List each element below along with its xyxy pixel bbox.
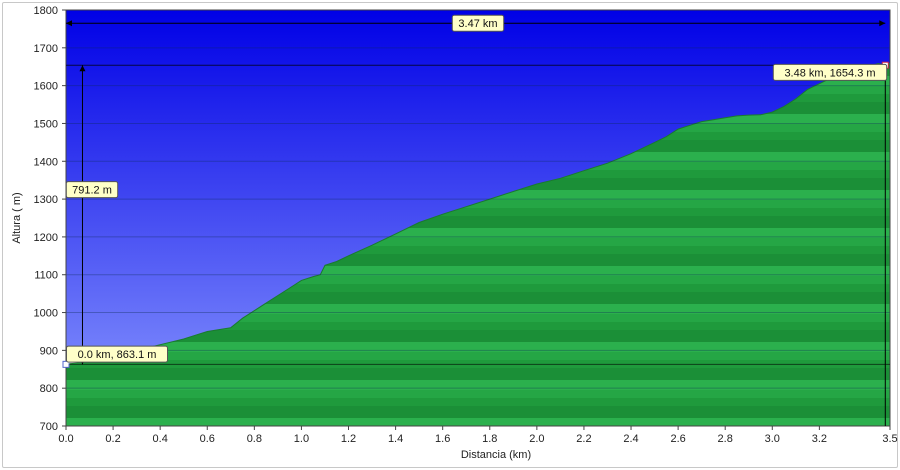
x-tick-label: 0.6 xyxy=(200,433,215,445)
distance-label: 3.47 km xyxy=(458,18,497,30)
start-point-label-box xyxy=(66,345,168,363)
x-tick-label: 0.2 xyxy=(105,433,120,445)
x-axis-title: Distancia (km) xyxy=(461,449,531,461)
y-tick-label: 1700 xyxy=(34,43,58,55)
distance-label-box xyxy=(451,14,505,32)
x-tick-label: 2.8 xyxy=(718,433,733,445)
start-point-label: 0.0 km, 863.1 m xyxy=(78,349,157,361)
x-tick-label: 1.6 xyxy=(435,433,450,445)
x-tick-label: 1.4 xyxy=(388,433,403,445)
end-point-label-box xyxy=(772,63,888,81)
x-tick-label: 2.0 xyxy=(529,433,544,445)
distance-arrow-left xyxy=(66,20,72,27)
y-tick-label: 1100 xyxy=(34,270,58,282)
x-tick-label: 0.8 xyxy=(247,433,262,445)
y-tick-label: 1000 xyxy=(34,308,58,320)
x-tick-label: 3.2 xyxy=(812,433,827,445)
elevation-line xyxy=(65,63,886,365)
end-point-label: 3.48 km, 1654.3 m xyxy=(784,67,875,79)
x-tick-label: 3.5 xyxy=(882,433,897,445)
x-tick-label: 2.6 xyxy=(670,433,685,445)
plot-border xyxy=(65,9,891,427)
elevation-gain-label-box xyxy=(65,181,119,199)
distance-arrow-right xyxy=(879,20,886,27)
gain-arrow-up xyxy=(79,65,86,72)
x-tick-label: 0.0 xyxy=(58,433,73,445)
x-tick-label: 1.8 xyxy=(482,433,497,445)
y-tick-label: 1800 xyxy=(34,5,58,17)
y-tick-label: 700 xyxy=(40,421,58,433)
y-tick-label: 1500 xyxy=(34,118,58,130)
x-tick-label: 2.4 xyxy=(623,433,638,445)
y-tick-label: 1200 xyxy=(34,232,58,244)
y-axis-title: Altura ( m) xyxy=(11,192,23,243)
x-tick-label: 2.2 xyxy=(576,433,591,445)
y-tick-label: 1600 xyxy=(34,81,58,93)
y-tick-label: 1400 xyxy=(34,156,58,168)
y-tick-label: 800 xyxy=(40,383,58,395)
x-tick-label: 1.0 xyxy=(294,433,309,445)
y-tick-label: 1300 xyxy=(34,194,58,206)
elevation-area xyxy=(66,62,890,427)
x-tick-label: 1.2 xyxy=(341,433,356,445)
x-tick-label: 3.0 xyxy=(765,433,780,445)
elevation-gain-label: 791.2 m xyxy=(72,185,112,197)
y-tick-label: 900 xyxy=(40,345,58,357)
x-tick-label: 0.4 xyxy=(153,433,168,445)
start-marker xyxy=(62,360,70,368)
